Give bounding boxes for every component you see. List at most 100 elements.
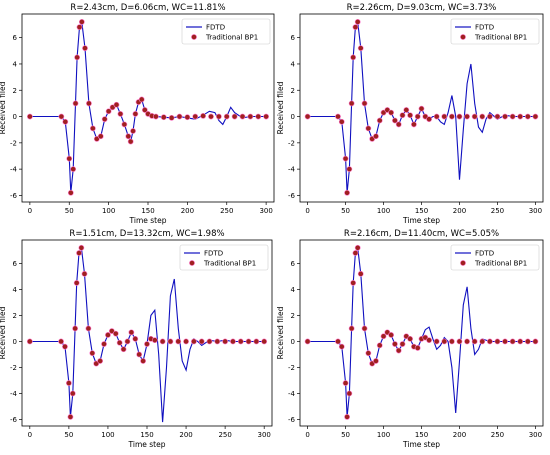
data-point-bp1 (388, 332, 395, 338)
y-tick-label: 0 (13, 338, 17, 346)
data-point-bp1 (373, 358, 379, 364)
y-tick-label: 2 (291, 87, 295, 95)
y-tick-label: 4 (13, 60, 18, 68)
legend-label: FDTD (475, 250, 494, 258)
x-tick-label: 100 (377, 207, 390, 215)
data-point-bp1 (245, 338, 252, 345)
data-point-bp1 (399, 112, 406, 119)
y-tick-label: 2 (13, 312, 17, 320)
data-point-bp1 (354, 244, 361, 251)
data-point-bp1 (190, 338, 197, 345)
data-point-bp1 (112, 330, 119, 337)
data-point-bp1 (376, 117, 383, 124)
data-point-bp1 (144, 341, 150, 347)
data-point-bp1 (93, 360, 100, 367)
legend-swatch-bp1 (460, 34, 466, 40)
data-point-bp1 (354, 18, 361, 25)
data-point-bp1 (441, 338, 448, 345)
legend-label: FDTD (475, 24, 494, 32)
data-point-bp1 (136, 351, 143, 358)
data-point-bp1 (418, 105, 425, 112)
x-tick-label: 150 (140, 431, 153, 439)
data-point-bp1 (62, 343, 68, 350)
legend-label: Traditional BP1 (205, 34, 258, 42)
data-point-bp1 (399, 341, 406, 347)
data-point-bp1 (352, 250, 359, 256)
data-point-bp1 (261, 338, 268, 345)
data-point-bp1 (304, 113, 311, 120)
x-tick-label: 0 (305, 207, 309, 215)
data-point-bp1 (414, 345, 421, 351)
data-point-bp1 (101, 116, 108, 123)
data-point-bp1 (464, 113, 470, 120)
data-point-bp1 (471, 113, 478, 120)
data-point-bp1 (183, 338, 189, 345)
legend-swatch-bp1 (191, 34, 197, 40)
y-tick-label: -6 (288, 416, 296, 424)
data-point-bp1 (231, 113, 238, 120)
x-tick-label: 150 (415, 207, 428, 215)
data-point-bp1 (502, 338, 508, 345)
y-tick-label: -2 (288, 364, 295, 372)
chart-title: R=1.51cm, D=13.32cm, WC=1.98% (69, 229, 224, 239)
legend-box (450, 18, 540, 45)
panel-1: R=2.43cm, D=6.06cm, WC=11.81%0 50 100 150 20… (0, 3, 275, 225)
x-tick-label: 50 (341, 431, 350, 439)
x-tick-label: 100 (102, 207, 115, 215)
x-tick-label: 150 (141, 207, 154, 215)
legend: FDTD Traditional BP1 (450, 244, 540, 271)
data-point-bp1 (388, 109, 395, 116)
data-point-bp1 (344, 189, 350, 196)
data-point-bp1 (76, 24, 83, 31)
y-tick-label: 6 (291, 260, 296, 268)
y-tick-label: -2 (10, 364, 17, 372)
data-point-bp1 (175, 338, 182, 345)
y-tick-label: 6 (13, 34, 18, 42)
data-point-bp1 (392, 117, 398, 124)
y-tick-label: 2 (13, 87, 17, 95)
data-point-bp1 (120, 346, 127, 353)
legend-box (181, 18, 271, 45)
data-point-bp1 (101, 341, 107, 347)
data-point-bp1 (65, 380, 72, 386)
x-tick-label: 300 (258, 431, 271, 439)
data-point-bp1 (350, 54, 357, 61)
data-point-bp1 (132, 335, 139, 342)
x-tick-label: 100 (101, 431, 114, 439)
data-point-bp1 (479, 113, 486, 120)
data-point-bp1 (93, 135, 100, 142)
data-point-bp1 (86, 100, 92, 107)
x-axis-label: Time step (129, 216, 167, 225)
data-point-bp1 (89, 350, 96, 357)
data-point-bp1 (414, 113, 421, 120)
y-tick-label: 4 (291, 286, 296, 294)
data-point-bp1 (253, 338, 260, 345)
data-point-bp1 (380, 333, 387, 340)
data-point-bp1 (426, 337, 432, 344)
data-point-bp1 (121, 121, 128, 128)
data-point-bp1 (342, 155, 349, 162)
x-axis-label: Time step (402, 216, 440, 225)
data-point-bp1 (237, 338, 244, 345)
data-point-bp1 (128, 329, 135, 336)
data-point-bp1 (344, 413, 350, 420)
data-point-bp1 (342, 380, 349, 386)
data-point-bp1 (395, 121, 402, 128)
data-point-bp1 (67, 189, 74, 196)
y-tick-label: -6 (10, 416, 18, 424)
data-point-bp1 (407, 335, 414, 342)
data-point-bp1 (140, 358, 146, 364)
x-tick-label: 250 (491, 431, 504, 439)
x-tick-label: 200 (453, 431, 466, 439)
y-tick-label: -6 (10, 192, 18, 200)
x-tick-label: 50 (64, 431, 73, 439)
data-point-bp1 (81, 270, 88, 277)
data-point-bp1 (125, 133, 132, 140)
legend: FDTD Traditional BP1 (181, 18, 271, 45)
data-point-bp1 (494, 113, 501, 120)
x-axis-label: Time step (128, 440, 166, 449)
data-point-bp1 (74, 54, 81, 61)
data-point-bp1 (113, 101, 120, 108)
legend: FDTD Traditional BP1 (179, 244, 269, 271)
